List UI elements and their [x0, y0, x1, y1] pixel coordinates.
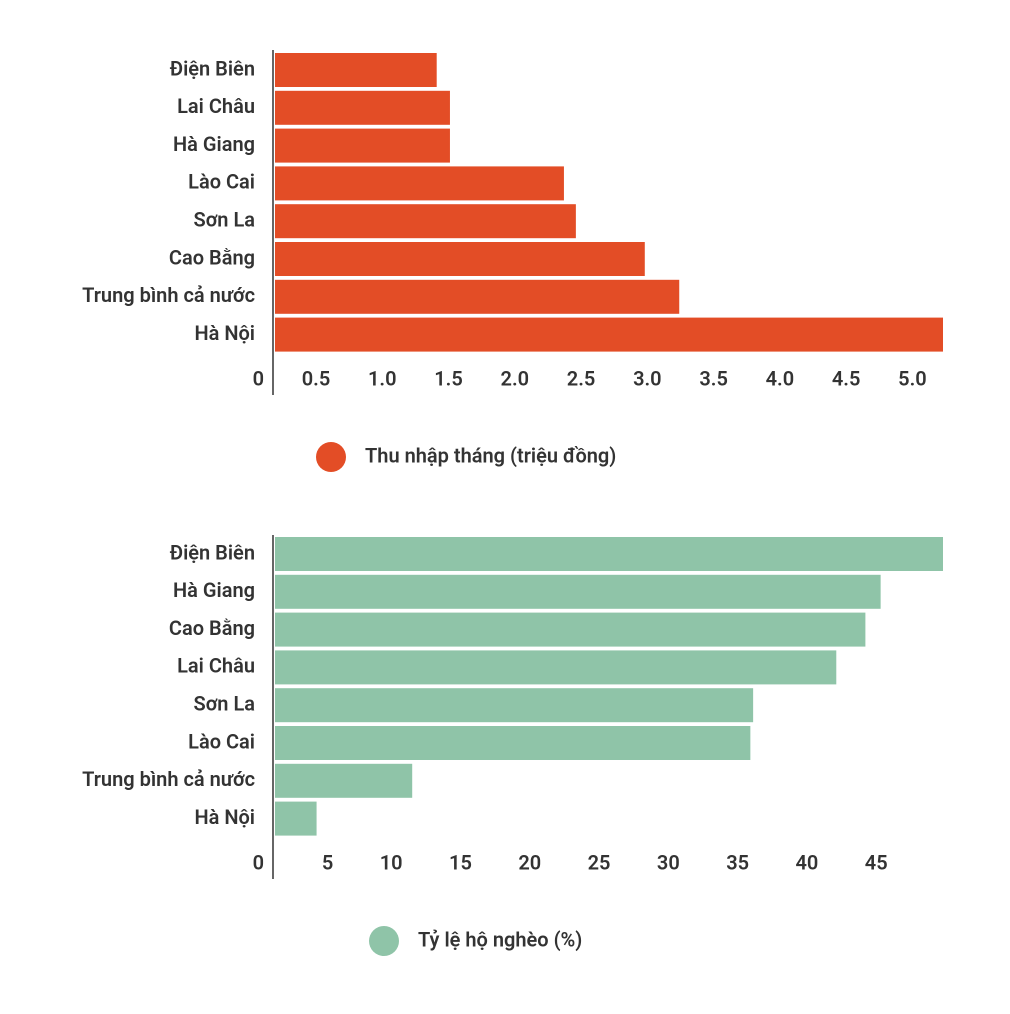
x-tick-label: 45	[865, 850, 888, 874]
y-tick-label: Trung bình cả nước	[82, 283, 255, 307]
x-tick-label: 3.0	[633, 366, 662, 390]
y-tick-label: Lai Châu	[177, 654, 255, 678]
bar	[275, 317, 943, 352]
x-tick-label: 0.5	[302, 366, 331, 390]
legend-marker	[369, 926, 399, 956]
y-tick-label: Điện Biên	[170, 540, 255, 564]
y-tick-label: Lai Châu	[177, 94, 255, 118]
y-tick-label: Hà Giang	[173, 132, 255, 156]
bar	[275, 204, 576, 239]
y-tick-label: Cao Bằng	[169, 245, 255, 269]
x-tick-label: 35	[726, 850, 749, 874]
bar	[275, 801, 317, 836]
y-tick-label: Trung bình cả nước	[82, 767, 255, 791]
y-tick-label: Hà Nội	[194, 321, 255, 345]
x-tick-label: 2.0	[501, 366, 530, 390]
x-tick-label: 15	[449, 850, 472, 874]
bar	[275, 128, 450, 163]
bar	[275, 763, 413, 798]
y-tick-label: Cao Bằng	[169, 616, 255, 640]
bar	[275, 688, 754, 723]
bar	[275, 726, 751, 760]
x-tick-label: 3.5	[699, 366, 728, 390]
y-tick-label: Hà Giang	[173, 578, 255, 602]
y-tick-label: Hà Nội	[194, 805, 255, 829]
legend-marker	[316, 442, 346, 472]
y-tick-label: Lào Cai	[188, 729, 255, 753]
legend-label: Tỷ lệ hộ nghèo (%)	[418, 927, 582, 951]
y-tick-label: Sơn La	[194, 207, 255, 231]
x-tick-label: 1.5	[434, 366, 463, 390]
x-tick-label: 0	[253, 850, 264, 874]
x-tick-label: 30	[657, 850, 680, 874]
x-tick-label: 25	[588, 850, 611, 874]
bar	[275, 242, 645, 276]
bar	[275, 53, 437, 87]
legend-label: Thu nhập tháng (triệu đồng)	[365, 443, 616, 467]
x-tick-label: 5.0	[898, 366, 927, 390]
x-tick-label: 5	[322, 850, 333, 874]
bar	[275, 650, 837, 685]
x-tick-label: 4.0	[766, 366, 795, 390]
y-tick-label: Điện Biên	[170, 56, 255, 80]
x-tick-label: 4.5	[832, 366, 861, 390]
y-tick-label: Sơn La	[194, 691, 255, 715]
bar	[275, 90, 450, 125]
x-tick-label: 2.5	[567, 366, 596, 390]
x-tick-label: 10	[380, 850, 403, 874]
bar	[275, 166, 564, 201]
bar	[275, 612, 866, 647]
x-tick-label: 1.0	[368, 366, 397, 390]
y-tick-label: Lào Cai	[188, 170, 255, 194]
bar	[275, 279, 680, 314]
x-tick-label: 20	[518, 850, 541, 874]
bar	[275, 574, 881, 609]
bar	[275, 537, 943, 571]
x-tick-label: 0	[253, 366, 264, 390]
x-tick-label: 40	[795, 850, 818, 874]
